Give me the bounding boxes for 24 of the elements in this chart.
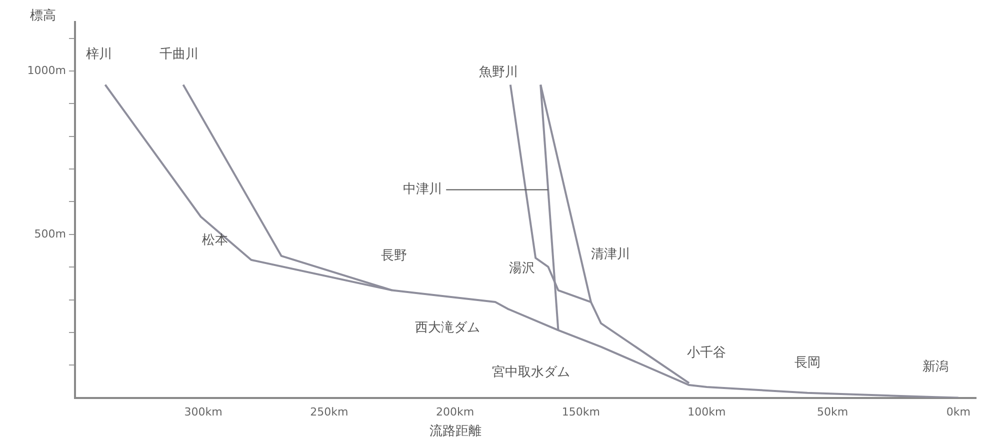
- y-tick-label: 500m: [34, 227, 66, 240]
- x-tick-label: 200km: [436, 405, 474, 418]
- x-tick-label: 300km: [184, 405, 222, 418]
- series-label: 梓川: [86, 47, 112, 62]
- y-axis-title: 標高: [30, 7, 56, 24]
- text: 千曲川: [160, 47, 199, 62]
- series-label: 魚野川: [478, 65, 518, 80]
- annotation: 小千谷: [687, 345, 726, 360]
- x-tick-label: 100km: [688, 405, 726, 418]
- annotation: 湯沢: [509, 261, 536, 276]
- annotation: 長野: [381, 248, 408, 264]
- x-tick-label: 150km: [562, 405, 600, 418]
- annotation: 新潟: [922, 360, 949, 375]
- annotation: 松本: [202, 233, 228, 248]
- annotation: 長岡: [794, 355, 820, 370]
- series-label: 清津川: [591, 247, 630, 262]
- annotation: 宮中取水ダム: [492, 364, 570, 380]
- x-axis-title: 流路距離: [430, 423, 482, 438]
- x-tick-label: 250km: [310, 405, 348, 418]
- annotation: 西大滝ダム: [414, 320, 480, 336]
- x-tick-label: 0km: [946, 405, 970, 418]
- text: 中津川: [403, 182, 442, 198]
- y-tick-label: 1000m: [27, 64, 66, 77]
- x-tick-label: 50km: [817, 405, 848, 418]
